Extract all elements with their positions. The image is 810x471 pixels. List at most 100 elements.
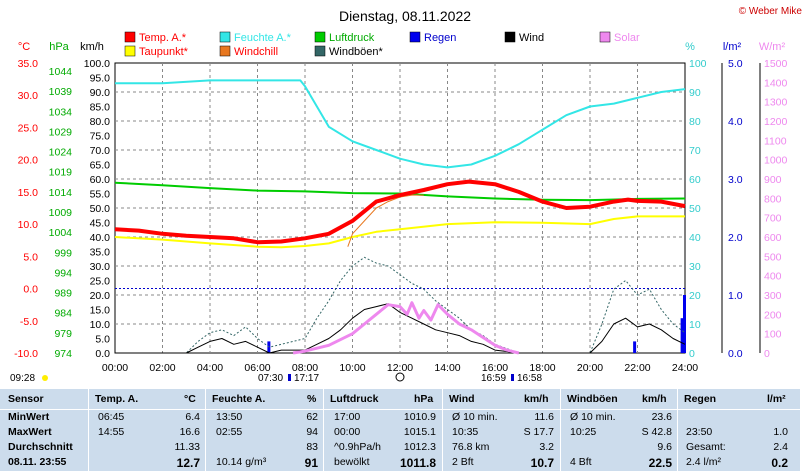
legend-label: Luftdruck [329,32,375,44]
legend-label: Feuchte A.* [234,32,292,44]
pressure-tick-label: 1019 [49,167,73,179]
wind-tick-label: 35.0 [90,247,111,259]
legend-swatch [219,31,231,43]
table-cell: 17:00 [334,411,361,423]
legend-label: Solar [614,32,640,44]
solar-tick-label: 700 [764,213,782,225]
temp-tick-label: 25.0 [18,122,39,134]
solar-tick-label: 800 [764,193,782,205]
header-gust: Windböen [567,393,618,405]
humidity-unit: % [685,41,695,53]
sunrise-time: 07:30 [258,373,283,384]
series-line-solar [292,301,520,355]
legend-swatch [124,31,136,43]
table-cell: bewölkt [334,456,370,468]
solar-tick-label: 400 [764,271,782,283]
table-cell: 62 [306,411,318,423]
pressure-tick-label: 1009 [49,207,73,219]
legend-swatch [219,45,231,57]
wind-tick-label: 55.0 [90,189,111,201]
humidity-tick-label: 100 [689,58,707,70]
x-tick-label: 16:00 [482,362,508,374]
table-cell: S 42.8 [641,426,672,438]
wind-tick-label: 45.0 [90,218,111,230]
sunrise-mid-time: 17:17 [294,373,319,384]
sun-icon [42,375,48,381]
legend-swatch [124,45,136,57]
legend-swatch [314,45,326,57]
x-tick-label: 20:00 [577,362,603,374]
x-tick-label: 18:00 [529,362,555,374]
humidity-tick-label: 20 [689,290,701,302]
solar-tick-label: 600 [764,232,782,244]
series-line-temp-a [114,179,686,245]
legend-label: Taupunkt* [139,46,189,58]
legend-label: Regen [424,32,456,44]
table-cell: Gesamt: [686,441,726,453]
wind-tick-label: 85.0 [90,102,111,114]
solar-tick-label: 500 [764,251,782,263]
temp-tick-label: 20.0 [18,155,39,167]
wind-tick-label: 70.0 [90,145,111,157]
wind-tick-label: 15.0 [90,305,111,317]
pressure-tick-label: 1044 [49,66,73,78]
humidity-tick-label: 10 [689,319,701,331]
x-tick-label: 24:00 [672,362,698,374]
wind-tick-label: 10.0 [90,319,111,331]
table-cell: 1010.9 [403,411,436,423]
rain-bar [633,341,637,353]
x-tick-label: 00:00 [102,362,128,374]
header-sensor: Sensor [8,393,44,405]
pressure-tick-label: 989 [54,288,72,300]
wind-tick-label: 5.0 [95,334,110,346]
table-cell: 10:35 [452,426,479,438]
wind-tick-label: 40.0 [90,232,111,244]
solar-tick-label: 1400 [764,77,788,89]
header-temp-unit: °C [184,393,196,405]
temp-tick-label: 35.0 [18,58,39,70]
humidity-tick-label: 40 [689,232,701,244]
header-wind-unit: km/h [524,393,549,405]
table-cell: 83 [306,441,318,453]
series-line-wind [115,303,686,354]
table-cell: 11.33 [174,441,201,453]
table-cell: 2.4 l/m² [686,456,722,468]
sunrise-marker [288,374,291,381]
wind-tick-label: 0.0 [95,348,110,360]
solar-tick-label: 1200 [764,116,788,128]
solar-unit: W/m² [759,41,786,53]
temp-tick-label: -5.0 [20,316,38,328]
wind-tick-label: 30.0 [90,261,111,273]
legend-swatch [409,31,421,43]
weather-chart: Dienstag, 08.11.2022 © Weber Mike Temp. … [10,6,802,384]
table-cell: 1012.3 [403,441,436,453]
solar-tick-label: 1300 [764,97,788,109]
humidity-tick-label: 60 [689,174,701,186]
rain-tick-label: 4.0 [728,116,743,128]
axis-units: °C hPa km/h% l/m² W/m² [18,41,786,53]
temp-tick-label: 30.0 [18,90,39,102]
chart-legend: Temp. A.* Feuchte A.* Luftdruck Regen Wind So… [124,31,640,58]
rain-tick-label: 2.0 [728,232,743,244]
header-gust-unit: km/h [642,393,667,405]
pressure-tick-label: 974 [54,348,72,360]
rain-tick-label: 3.0 [728,174,743,186]
table-cell: S 17.7 [523,426,554,438]
series-line-taupunkt [114,215,685,249]
table-cell: 11.6 [534,411,554,423]
solar-tick-label: 1100 [764,135,787,147]
header-wind: Wind [449,393,475,405]
humidity-tick-label: 50 [689,203,701,215]
humidity-tick-label: 70 [689,145,701,157]
sunset-mid-time: 16:58 [517,373,542,384]
axis-labels: 35.0 30.0 25.0 20.0 15.0 10.0 5.0 0.0 -5.0 -10.0 1… [14,58,787,374]
solar-tick-label: 1500 [764,58,788,70]
table-cell: 0.2 [771,456,788,470]
chart-series [114,79,686,355]
wind-tick-label: 25.0 [90,276,111,288]
humidity-tick-label: 30 [689,261,701,273]
table-cell: 23:50 [686,426,713,438]
wind-tick-label: 80.0 [90,116,111,128]
noon-icon [395,372,405,382]
pressure-tick-label: 1039 [49,86,73,98]
